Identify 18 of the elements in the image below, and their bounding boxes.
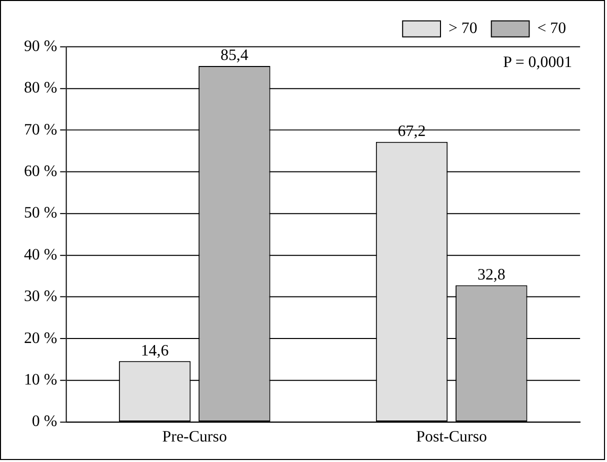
legend-label: > 70 bbox=[448, 20, 478, 38]
y-tick-label: 0 % bbox=[32, 413, 58, 430]
x-tick-label: Post-Curso bbox=[416, 428, 488, 446]
data-label: 14,6 bbox=[140, 342, 169, 360]
y-tick-label: 20 % bbox=[24, 330, 58, 347]
y-tick-label: 10 % bbox=[24, 371, 58, 388]
y-tick-label: 30 % bbox=[24, 288, 58, 306]
data-label: 85,4 bbox=[220, 47, 248, 64]
y-tick-label: 90 % bbox=[24, 38, 58, 55]
y-tick-label: 80 % bbox=[24, 80, 58, 97]
data-label: 32,8 bbox=[477, 266, 506, 284]
x-tick-label: Pre-Curso bbox=[162, 428, 227, 446]
y-tick-label: 40 % bbox=[24, 246, 58, 264]
y-tick-label: 70 % bbox=[24, 121, 58, 138]
legend-label: < 70 bbox=[537, 20, 566, 38]
y-tick-label: 50 % bbox=[24, 204, 58, 222]
annotation: P = 0,0001 bbox=[503, 54, 572, 71]
y-tick-label: 60 % bbox=[24, 163, 58, 180]
